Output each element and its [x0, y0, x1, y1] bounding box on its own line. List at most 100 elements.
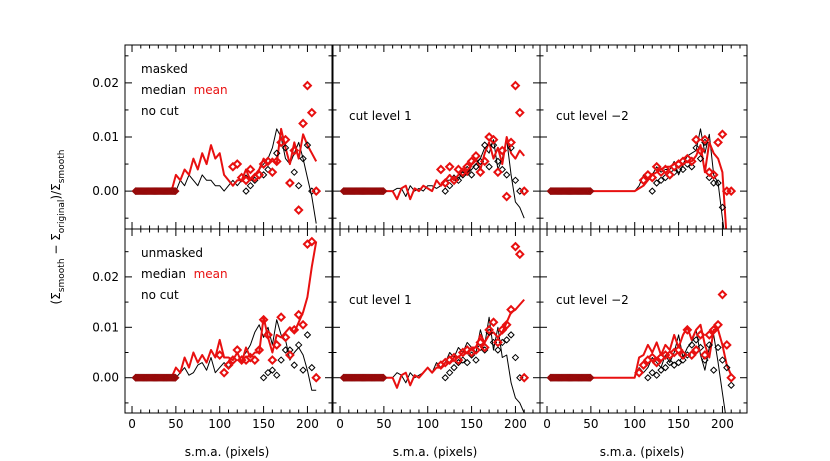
mean-point [651, 161, 662, 172]
mean-point [462, 161, 473, 172]
median-point [303, 141, 312, 149]
panel-annotation: masked [141, 62, 188, 76]
mean-point [664, 169, 675, 180]
mean-point [258, 314, 269, 325]
mean-point [647, 352, 658, 363]
mean-point [708, 324, 719, 335]
median-point [450, 363, 458, 372]
median-point [652, 179, 661, 187]
median-point [463, 358, 471, 367]
zero-marker-mean [583, 187, 592, 196]
mean-point [453, 164, 464, 175]
x-tick-label: 50 [376, 417, 391, 431]
x-tick-label: 200 [504, 417, 527, 431]
mean-point [506, 137, 516, 148]
mean-point [267, 355, 278, 365]
median-point [644, 374, 652, 382]
annotation-segment: cut level 1 [349, 109, 412, 123]
x-tick-label: 150 [667, 417, 690, 431]
mean-point [284, 350, 295, 360]
plot-area [546, 289, 737, 413]
panel-frame [539, 228, 748, 414]
mean-point [293, 205, 304, 215]
zero-marker-mean [376, 187, 385, 196]
ylabel-part: − Σ [49, 233, 63, 258]
mean-point [699, 350, 710, 360]
y-tick-label: 0.00 [92, 371, 119, 385]
mean-point [660, 164, 671, 175]
mean-point [471, 345, 481, 355]
median-point [481, 141, 489, 149]
median-point [494, 157, 502, 166]
annotation-segment: cut level −2 [556, 109, 629, 123]
zero-markers [131, 373, 180, 382]
median-point [718, 203, 727, 212]
x-axis-title: s.m.a. (pixels) [600, 445, 685, 459]
ylabel-part: original [57, 200, 67, 234]
median-point [308, 363, 316, 372]
median-point [709, 366, 718, 374]
median-point [679, 165, 687, 174]
zero-marker-mean [586, 187, 595, 196]
mean-point [449, 352, 459, 363]
ylabel-part: )/Σ [49, 183, 63, 199]
mean-point [263, 329, 273, 340]
x-tick-label: 150 [460, 417, 483, 431]
median-point [299, 154, 307, 163]
mean-point [479, 156, 490, 167]
mean-point [271, 156, 282, 167]
annotation-segment: median [141, 83, 186, 97]
mean-point [651, 357, 662, 368]
median-point [485, 163, 493, 171]
median-point [277, 356, 285, 364]
mean-point [506, 304, 516, 315]
zero-markers [339, 187, 388, 196]
median-point [445, 368, 454, 377]
mean-point [514, 249, 525, 260]
median-point [242, 187, 250, 195]
mean-point [232, 345, 243, 355]
median-point [661, 363, 670, 372]
median-point [299, 366, 307, 374]
zero-markers [546, 187, 595, 196]
median-point [648, 187, 656, 195]
median-point [273, 371, 281, 379]
zero-marker-mean [169, 373, 178, 382]
mean-point [713, 137, 723, 148]
panel-annotation: cut level 1 [349, 293, 412, 307]
annotation-segment: no cut [141, 288, 179, 302]
mean-point [682, 324, 693, 335]
mean-point [263, 156, 273, 167]
mean-point [271, 340, 282, 350]
mean-point [638, 175, 649, 186]
mean-point [488, 317, 499, 328]
zero-marker-mean [377, 373, 386, 382]
mean-point [501, 191, 512, 202]
mean-point [726, 372, 737, 383]
mean-point [457, 167, 468, 178]
mean-point [293, 309, 304, 320]
mean-point [284, 178, 295, 188]
mean-point [717, 289, 728, 300]
median-point [670, 361, 678, 369]
mean-point [267, 167, 278, 178]
annotation-segment: median [141, 267, 186, 281]
y-tick-label: 0.01 [92, 130, 119, 144]
mean-point [232, 159, 243, 169]
mean-point [514, 107, 525, 118]
annotation-segment: no cut [141, 104, 179, 118]
mean-point [311, 372, 322, 383]
mean-point [686, 350, 697, 360]
panel: cut level −2 [539, 44, 748, 230]
mean-point [227, 355, 238, 365]
panel-annotation: no cut [141, 288, 179, 302]
plot-area [131, 236, 322, 391]
mean-point [254, 169, 265, 180]
zero-marker-mean [170, 187, 179, 196]
median-point [281, 144, 290, 152]
mean-point [642, 169, 653, 180]
median-point [666, 358, 674, 367]
zero-marker-mean [168, 187, 177, 196]
median-point [264, 368, 272, 377]
